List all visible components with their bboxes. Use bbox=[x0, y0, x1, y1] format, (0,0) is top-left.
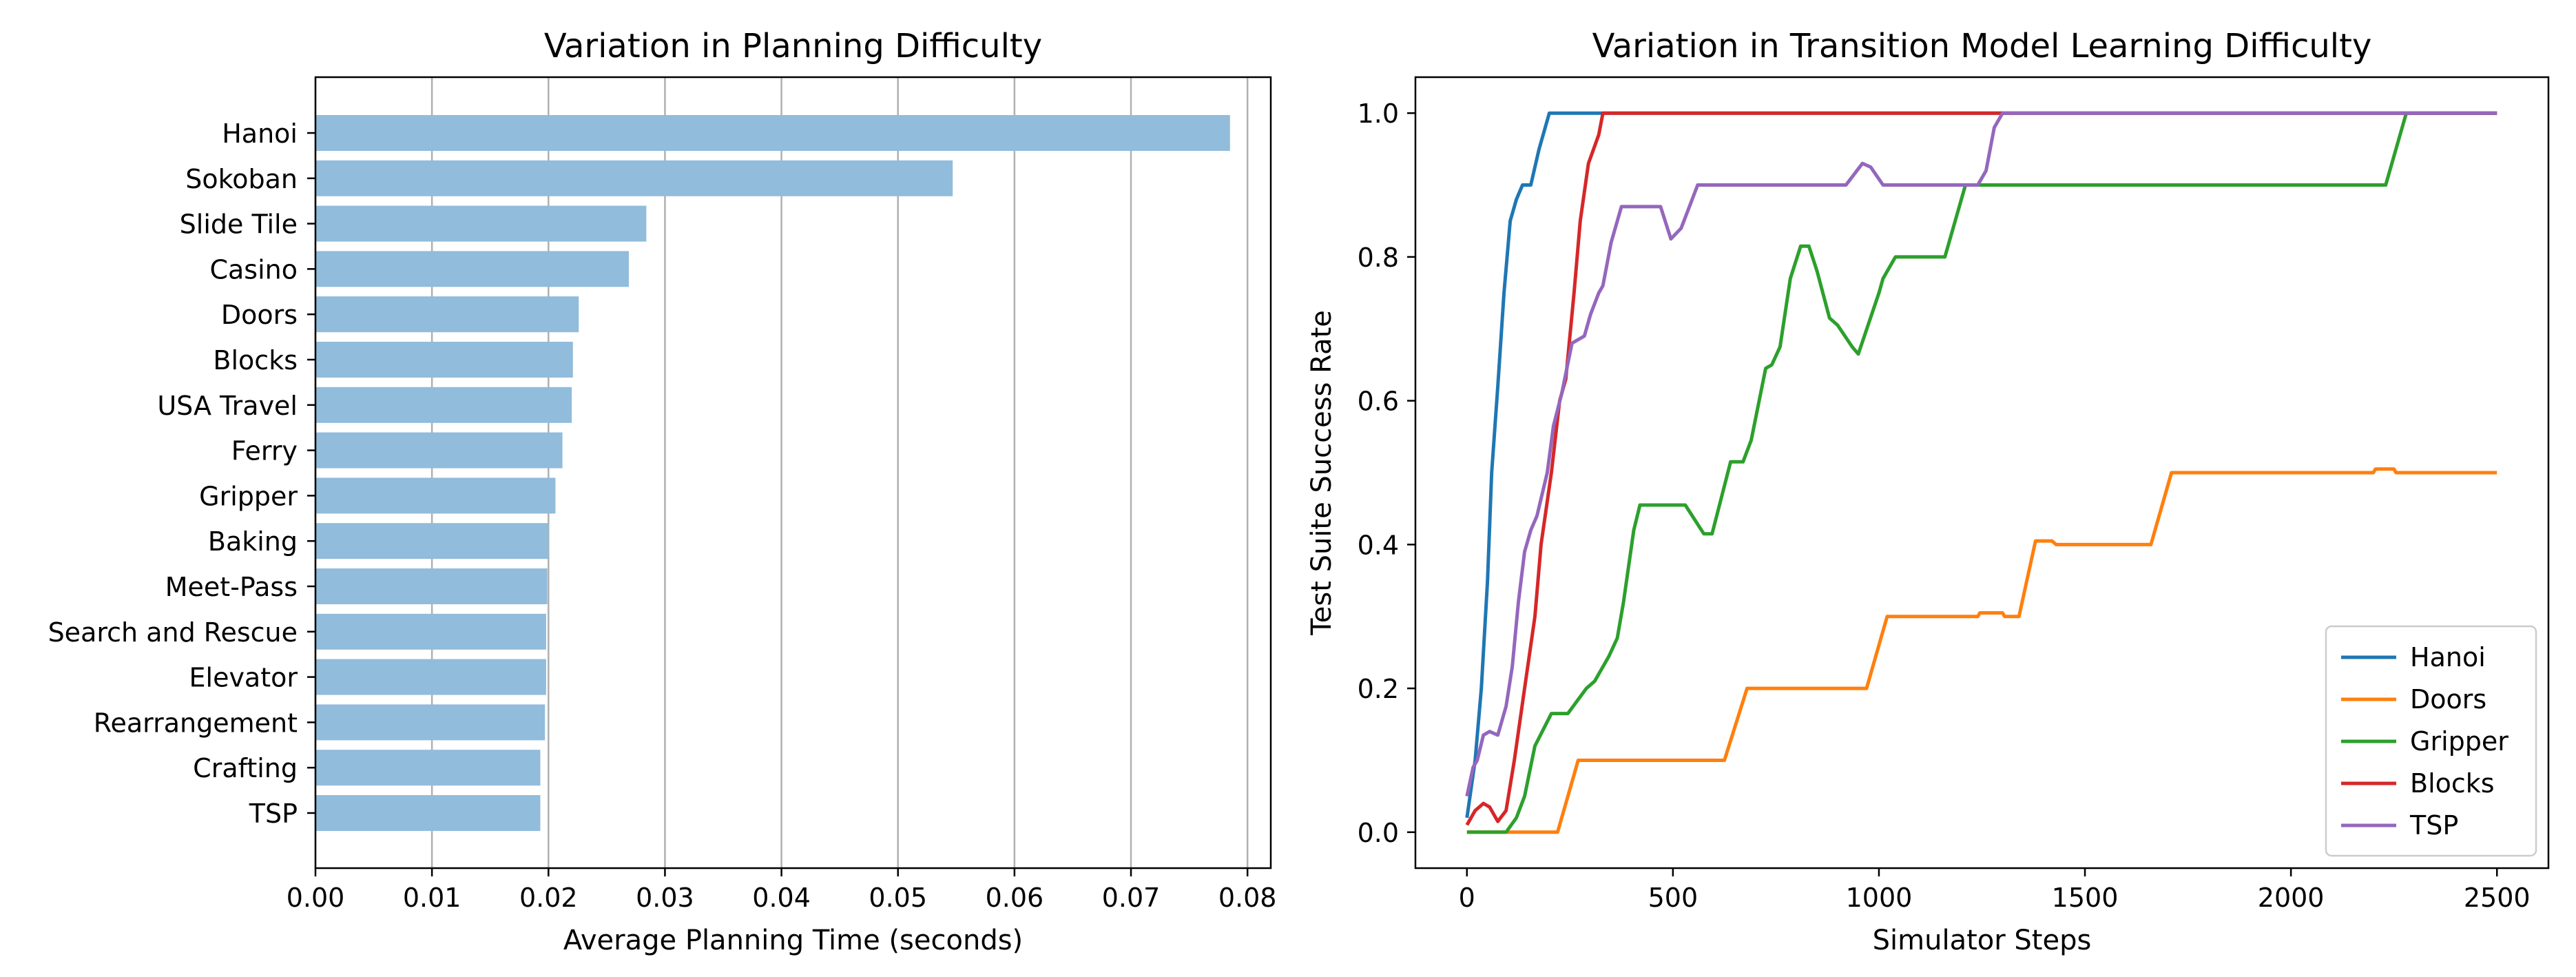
bar-chart-category-label: Casino bbox=[209, 254, 298, 285]
bar-chart-x-axis-label: Average Planning Time (seconds) bbox=[563, 925, 1023, 956]
legend-label-hanoi: Hanoi bbox=[2410, 642, 2486, 672]
line-chart-x-tick-label: 500 bbox=[1648, 883, 1699, 913]
bar-chart-category-label: Meet-Pass bbox=[165, 572, 298, 602]
bar-chart-category-label: Gripper bbox=[199, 481, 298, 511]
bar-chart-y-ticks: Hanoi Sokoban Slide Tile Casino Doors Blocks U… bbox=[48, 119, 315, 829]
line-chart-x-tick-label: 1500 bbox=[2052, 883, 2119, 913]
line-chart-y-tick-label: 1.0 bbox=[1358, 99, 1399, 129]
bar-chart-category-label: Doors bbox=[221, 300, 298, 330]
bar-usa-travel bbox=[315, 387, 572, 423]
bar-chart-x-tick-label: 0.03 bbox=[636, 883, 694, 913]
planning-difficulty-bar-chart: 0.00 0.01 0.02 0.03 0.04 0.05 0.06 0.07 0.08 Han… bbox=[48, 27, 1277, 956]
bar-sokoban bbox=[315, 160, 953, 196]
legend-label-blocks: Blocks bbox=[2410, 768, 2495, 799]
transition-learning-line-chart: 0 500 1000 1500 2000 2500 0.00.20.40.60.81.0 … bbox=[1306, 27, 2550, 956]
series-line-hanoi bbox=[1465, 111, 2497, 819]
bar-casino bbox=[315, 251, 630, 287]
bar-rearrangement bbox=[315, 704, 546, 741]
line-chart-title: Variation in Transition Model Learning D… bbox=[1592, 27, 2372, 65]
bar-chart-category-label: Sokoban bbox=[185, 164, 298, 194]
bar-crafting bbox=[315, 750, 541, 786]
line-chart-x-tick-label: 0 bbox=[1459, 883, 1475, 913]
bar-gripper bbox=[315, 477, 556, 514]
line-chart-y-tick-label: 0.8 bbox=[1358, 243, 1399, 273]
line-chart-x-tick-label: 1000 bbox=[1846, 883, 1913, 913]
line-chart-y-tick-label: 0.4 bbox=[1358, 530, 1399, 560]
line-chart-frame bbox=[1414, 76, 2550, 870]
legend-label-doors: Doors bbox=[2410, 684, 2486, 714]
bar-chart-x-tick-label: 0.08 bbox=[1218, 883, 1277, 913]
bar-chart-category-label: TSP bbox=[249, 799, 298, 829]
line-chart-x-ticks: 0 500 1000 1500 2000 2500 bbox=[1459, 868, 2531, 913]
bar-chart-category-label: Rearrangement bbox=[94, 708, 298, 738]
line-chart-y-tick-label: 0.0 bbox=[1358, 818, 1399, 848]
line-chart-legend: Hanoi Doors Gripper Blocks TSP bbox=[2325, 625, 2537, 857]
bar-chart-category-label: Ferry bbox=[231, 436, 298, 466]
bar-chart-title: Variation in Planning Difficulty bbox=[544, 27, 1042, 65]
legend-label-tsp: TSP bbox=[2409, 810, 2458, 841]
bar-blocks bbox=[315, 342, 573, 378]
bar-hanoi bbox=[315, 115, 1230, 151]
bar-meet-pass bbox=[315, 568, 548, 604]
bar-chart-frame bbox=[314, 76, 1272, 870]
bar-elevator bbox=[315, 659, 546, 695]
series-line-tsp bbox=[1465, 111, 2497, 797]
series-line-doors bbox=[1466, 467, 2497, 834]
series-line-gripper bbox=[1466, 111, 2497, 834]
bar-doors bbox=[315, 296, 579, 333]
bar-chart-x-tick-label: 0.06 bbox=[986, 883, 1044, 913]
bar-chart-x-tick-label: 0.00 bbox=[287, 883, 345, 913]
line-chart-x-tick-label: 2500 bbox=[2464, 883, 2531, 913]
series-line-blocks bbox=[1465, 111, 2497, 826]
line-chart-x-tick-label: 2000 bbox=[2258, 883, 2325, 913]
bar-ferry bbox=[315, 432, 563, 469]
bar-chart-bars bbox=[315, 115, 1230, 831]
line-chart-y-tick-label: 0.2 bbox=[1358, 674, 1399, 704]
bar-chart-category-label: Hanoi bbox=[222, 119, 298, 149]
bar-chart-category-label: Slide Tile bbox=[180, 209, 298, 240]
line-chart-y-axis-label: Test Suite Success Rate bbox=[1306, 310, 1338, 636]
bar-chart-category-label: Elevator bbox=[189, 663, 298, 693]
bar-chart-x-tick-label: 0.02 bbox=[519, 883, 578, 913]
bar-chart-x-tick-label: 0.01 bbox=[403, 883, 461, 913]
bar-slide-tile bbox=[315, 205, 647, 242]
bar-chart-x-tick-label: 0.05 bbox=[869, 883, 927, 913]
line-chart-y-tick-label: 0.6 bbox=[1358, 387, 1399, 417]
bar-tsp bbox=[315, 795, 541, 831]
line-chart-y-ticks: 0.0 0.2 0.4 0.6 0.8 1.0 bbox=[1358, 99, 1415, 848]
bar-chart-x-tick-label: 0.04 bbox=[752, 883, 811, 913]
bar-baking bbox=[315, 523, 549, 559]
bar-chart-category-label: Baking bbox=[208, 526, 298, 557]
bar-chart-x-tick-label: 0.07 bbox=[1102, 883, 1161, 913]
bar-chart-x-ticks: 0.00 0.01 0.02 0.03 0.04 0.05 0.06 0.07 0.08 bbox=[287, 868, 1277, 913]
legend-label-gripper: Gripper bbox=[2410, 726, 2509, 757]
line-chart-x-axis-label: Simulator Steps bbox=[1873, 925, 2092, 956]
line-chart-series bbox=[1465, 111, 2497, 834]
bar-search-and-rescue bbox=[315, 613, 546, 650]
bar-chart-category-label: Blocks bbox=[213, 345, 298, 376]
bar-chart-category-label: Crafting bbox=[193, 753, 298, 783]
bar-chart-category-label: USA Travel bbox=[157, 391, 298, 421]
legend-box bbox=[2325, 625, 2537, 857]
bar-chart-category-label: Search and Rescue bbox=[48, 617, 298, 648]
